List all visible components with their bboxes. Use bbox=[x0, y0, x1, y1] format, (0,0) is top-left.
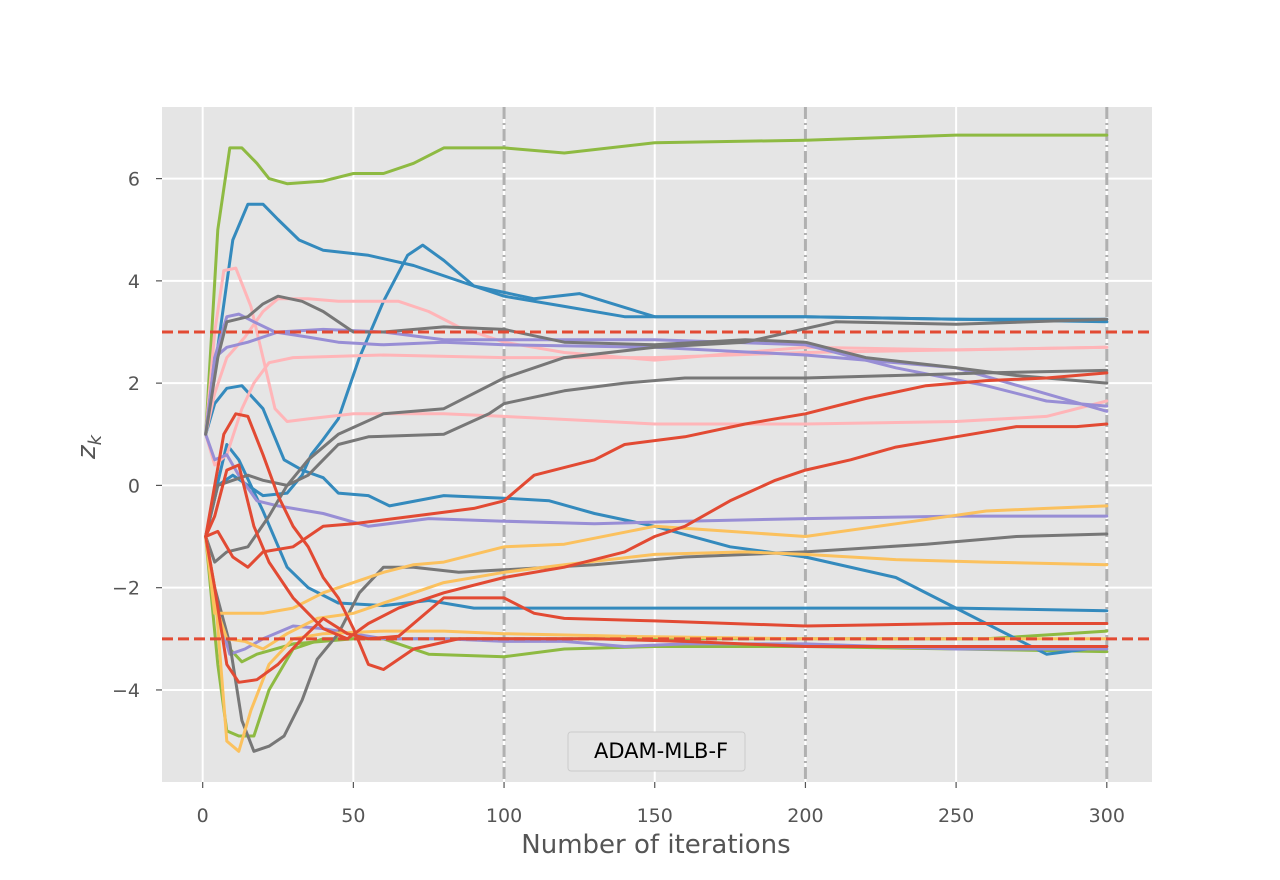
legend-box bbox=[567, 731, 746, 772]
series-line-15 bbox=[204, 368, 1109, 538]
x-tick-label-6: 300 bbox=[1089, 805, 1125, 827]
series-line-16 bbox=[204, 317, 1109, 564]
series-line-9 bbox=[204, 297, 1109, 436]
series-group bbox=[204, 133, 1109, 753]
x-tick-label-3: 150 bbox=[637, 805, 673, 827]
x-axis-label: Number of iterations bbox=[521, 830, 790, 860]
x-tick-label-2: 100 bbox=[486, 805, 522, 827]
series-line-14 bbox=[204, 294, 1109, 436]
series-line-21 bbox=[204, 412, 1109, 671]
y-tick-label-5: 6 bbox=[128, 169, 140, 191]
legend: ADAM-MLB-F bbox=[567, 731, 746, 772]
series-line-24 bbox=[204, 535, 1109, 684]
series-line-20 bbox=[204, 535, 1109, 651]
reference-horizontal-lines bbox=[162, 330, 1152, 641]
series-line-12 bbox=[204, 432, 1109, 528]
series-line-4 bbox=[204, 384, 1109, 656]
x-tick-label-4: 200 bbox=[787, 805, 823, 827]
y-tick-label-1: −2 bbox=[112, 578, 140, 600]
series-line-7 bbox=[204, 266, 1109, 436]
x-tick-label-0: 0 bbox=[197, 805, 209, 827]
y-tick-label-4: 4 bbox=[128, 271, 140, 293]
y-tick-label-3: 2 bbox=[128, 373, 140, 395]
x-tick-label-5: 250 bbox=[938, 805, 974, 827]
y-tick-label-0: −4 bbox=[112, 680, 140, 702]
y-axis-ticks: −4 −2 0 2 4 6 bbox=[112, 169, 162, 702]
y-tick-label-2: 0 bbox=[128, 475, 140, 497]
y-axis-label: zk bbox=[72, 433, 106, 460]
x-axis-ticks: 0 50 100 150 200 250 300 bbox=[197, 782, 1125, 827]
series-line-23 bbox=[204, 422, 1109, 641]
series-line-10 bbox=[204, 312, 1109, 436]
series-line-19 bbox=[204, 504, 1109, 615]
series-line-5 bbox=[204, 443, 1109, 613]
reference-vertical-lines bbox=[502, 107, 1109, 782]
series-line-0 bbox=[204, 133, 1109, 436]
legend-label: ADAM-MLB-F bbox=[594, 739, 728, 763]
x-tick-label-1: 50 bbox=[341, 805, 365, 827]
series-line-22 bbox=[204, 371, 1109, 569]
series-line-11 bbox=[204, 327, 1109, 436]
